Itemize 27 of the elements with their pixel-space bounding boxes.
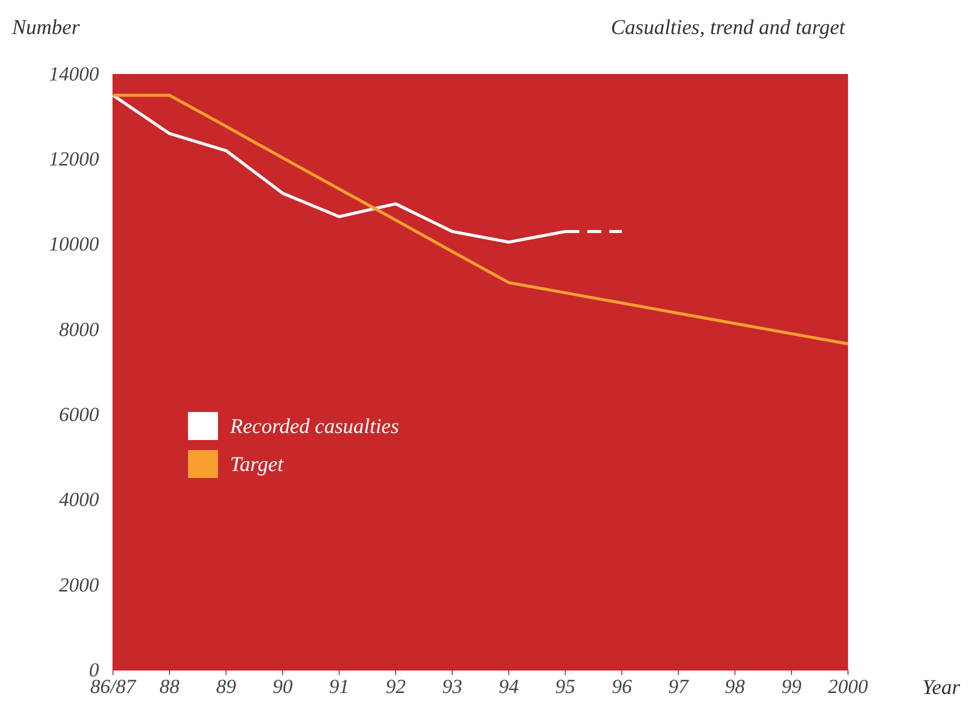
y-tick-label: 12000 — [49, 148, 99, 171]
legend-label: Target — [230, 452, 284, 476]
y-tick-label: 2000 — [59, 574, 99, 596]
y-tick-label: 6000 — [59, 404, 99, 426]
x-tick-label: 92 — [386, 676, 406, 698]
y-tick-label: 8000 — [59, 318, 99, 341]
x-tick-label: 88 — [160, 676, 180, 698]
x-tick-label: 91 — [329, 676, 350, 698]
x-axis-title: Year — [922, 675, 961, 699]
y-tick-label: 10000 — [49, 234, 99, 256]
x-tick-label: 2000 — [828, 676, 868, 698]
x-tick-label: 99 — [781, 676, 802, 698]
x-tick-label: 86/87 — [90, 676, 137, 698]
y-tick-label: 14000 — [49, 63, 99, 86]
x-tick-label: 95 — [555, 676, 576, 698]
y-tick-label: 4000 — [59, 489, 99, 512]
x-tick-label: 98 — [724, 676, 745, 698]
line-series — [112, 94, 850, 346]
x-tick-label: 93 — [442, 676, 462, 698]
x-tick-label: 94 — [498, 676, 519, 698]
y-axis-title: Number — [11, 15, 80, 39]
chart-title: Casualties, trend and target — [610, 15, 846, 39]
x-tick-label: 96 — [612, 676, 632, 698]
x-tick-label: 90 — [272, 676, 293, 698]
x-tick-label: 89 — [216, 676, 236, 698]
x-tick-label: 97 — [668, 676, 690, 698]
legend-label: Recorded casualties — [229, 414, 399, 438]
